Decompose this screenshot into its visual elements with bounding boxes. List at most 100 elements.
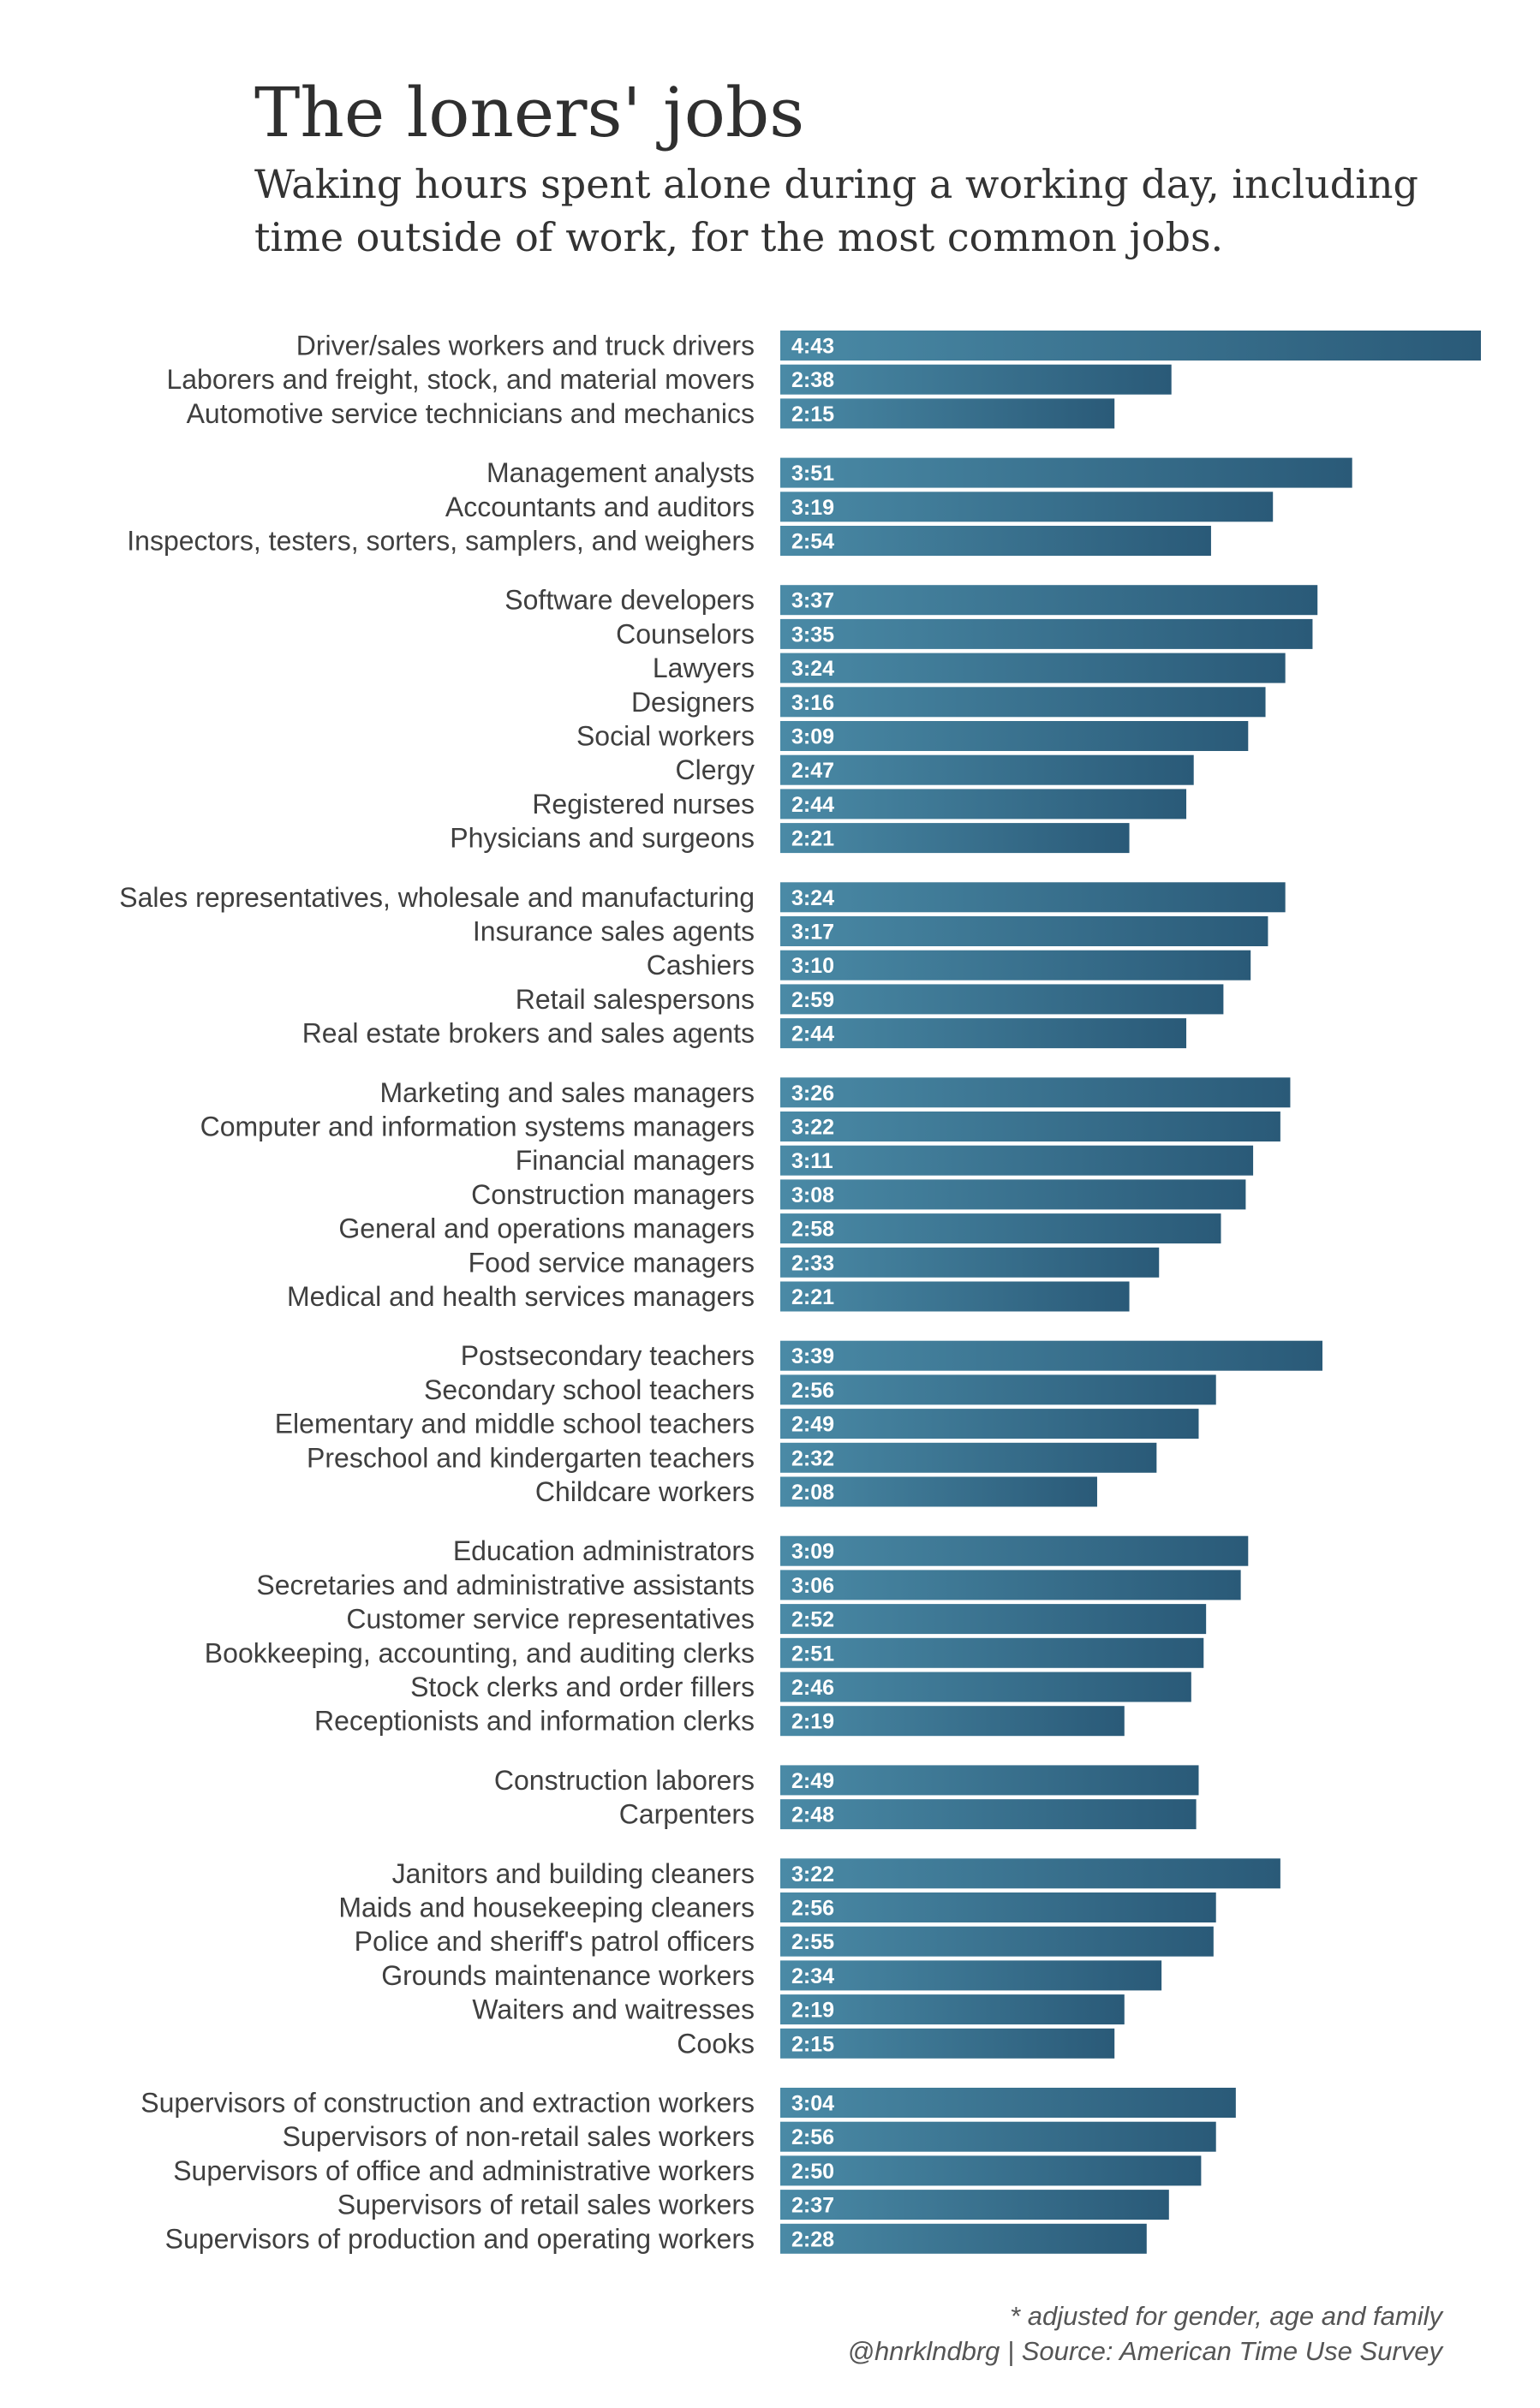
bar — [780, 2088, 1236, 2118]
bar-value-label: 3:37 — [791, 589, 834, 613]
bar-group: Sales representatives, wholesale and man… — [119, 882, 1286, 1049]
category-label: Cooks — [677, 2028, 755, 2059]
bar — [780, 492, 1274, 522]
bar — [780, 1892, 1216, 1922]
bar — [780, 457, 1352, 488]
bar — [780, 1281, 1130, 1312]
bar-value-label: 2:19 — [791, 1710, 834, 1734]
category-label: Insurance sales agents — [473, 916, 755, 947]
category-label: Supervisors of retail sales workers — [337, 2190, 755, 2220]
category-label: Grounds maintenance workers — [381, 1960, 755, 1991]
category-label: Elementary and middle school teachers — [275, 1409, 755, 1439]
category-label: Supervisors of production and operating … — [165, 2223, 755, 2254]
bar-value-label: 2:15 — [791, 2032, 834, 2056]
category-label: Marketing and sales managers — [379, 1077, 755, 1108]
chart-footer: * adjusted for gender, age and family @h… — [847, 2298, 1442, 2369]
bar-value-label: 2:49 — [791, 1413, 834, 1437]
category-label: Driver/sales workers and truck drivers — [296, 331, 755, 361]
bar — [780, 789, 1187, 820]
bar-value-label: 2:44 — [791, 793, 834, 817]
category-label: Software developers — [504, 585, 755, 616]
category-label: Postsecondary teachers — [461, 1340, 755, 1371]
bar-group: Supervisors of construction and extracti… — [140, 2088, 1236, 2254]
bar — [780, 1604, 1207, 1635]
bar-group: Postsecondary teachers 3:39 Secondary scho… — [275, 1340, 1323, 1507]
bar — [780, 1145, 1254, 1176]
bar — [780, 2190, 1169, 2220]
category-label: Automotive service technicians and mecha… — [187, 398, 755, 429]
bar — [780, 721, 1249, 751]
bar-group: Education administrators 3:09 Secretaries … — [205, 1535, 1249, 1737]
bar — [780, 882, 1286, 913]
category-label: Counselors — [616, 618, 755, 649]
bar — [780, 984, 1224, 1015]
bar-value-label: 2:49 — [791, 1769, 834, 1793]
bar-value-label: 4:43 — [791, 335, 834, 359]
bar — [780, 823, 1130, 854]
chart-subtitle: Waking hours spent alone during a workin… — [254, 161, 1418, 260]
bar — [780, 1442, 1157, 1473]
category-label: Physicians and surgeons — [450, 823, 755, 854]
bar-value-label: 2:28 — [791, 2227, 834, 2251]
bar — [780, 1247, 1160, 1278]
bar — [780, 2028, 1115, 2059]
category-label: Secretaries and administrative assistant… — [256, 1570, 755, 1600]
bar — [780, 1018, 1187, 1049]
bar-value-label: 3:10 — [791, 954, 834, 978]
bar-value-label: 3:22 — [791, 1863, 834, 1886]
bar — [780, 1706, 1125, 1737]
category-label: Lawyers — [653, 653, 755, 683]
category-label: Financial managers — [516, 1145, 755, 1176]
bar — [780, 1570, 1241, 1600]
category-label: Management analysts — [486, 457, 755, 488]
category-label: Supervisors of office and administrative… — [173, 2155, 755, 2186]
bar-value-label: 3:22 — [791, 1116, 834, 1140]
bar-value-label: 2:33 — [791, 1251, 834, 1275]
bar — [780, 398, 1115, 429]
bar-value-label: 2:56 — [791, 1379, 834, 1403]
category-label: Real estate brokers and sales agents — [302, 1018, 755, 1049]
bar-value-label: 2:54 — [791, 530, 834, 554]
footnote: * adjusted for gender, age and family — [1010, 2301, 1442, 2331]
bar — [780, 1374, 1216, 1405]
bar — [780, 1637, 1204, 1668]
bar-group: Marketing and sales managers 3:26 Computer… — [200, 1077, 1291, 1312]
category-label: Secondary school teachers — [424, 1374, 755, 1405]
category-label: General and operations managers — [338, 1213, 755, 1244]
bar — [780, 618, 1313, 649]
bar-value-label: 3:26 — [791, 1082, 834, 1106]
bar-value-label: 2:19 — [791, 1999, 834, 2023]
category-label: Janitors and building cleaners — [392, 1858, 755, 1889]
category-label: Laborers and freight, stock, and materia… — [166, 364, 755, 395]
bar-value-label: 2:34 — [791, 1964, 834, 1988]
category-label: Inspectors, testers, sorters, samplers, … — [127, 526, 755, 557]
bar — [780, 1112, 1280, 1141]
bar-value-label: 2:48 — [791, 1803, 834, 1827]
bar-value-label: 3:11 — [791, 1149, 833, 1173]
category-label: Police and sheriff's patrol officers — [355, 1926, 755, 1957]
bar-value-label: 3:06 — [791, 1574, 834, 1598]
bar-value-label: 3:35 — [791, 623, 834, 647]
bar — [780, 1994, 1125, 2025]
bar-value-label: 2:38 — [791, 368, 834, 392]
bar-value-label: 2:58 — [791, 1218, 834, 1242]
category-label: Social workers — [576, 721, 755, 752]
bar-group: Construction laborers 2:49 Carpenters 2:48 — [494, 1765, 1199, 1830]
category-label: Food service managers — [469, 1247, 755, 1278]
bar — [780, 916, 1268, 946]
bar-value-label: 2:50 — [791, 2160, 834, 2184]
category-label: Sales representatives, wholesale and man… — [119, 882, 755, 913]
category-label: Receptionists and information clerks — [314, 1706, 755, 1737]
category-label: Cashiers — [647, 950, 755, 980]
bar-group: Software developers 3:37 Counselors 3:35 Law… — [450, 585, 1318, 854]
bar-group: Management analysts 3:51 Accountants and a… — [127, 457, 1352, 557]
bar — [780, 331, 1481, 361]
bar — [780, 2121, 1216, 2152]
bar-value-label: 2:56 — [791, 1897, 834, 1921]
bar-value-label: 2:55 — [791, 1930, 834, 1954]
bar-value-label: 2:59 — [791, 988, 834, 1012]
bar — [780, 1213, 1221, 1244]
bar — [780, 1409, 1199, 1439]
bar-value-label: 2:08 — [791, 1481, 834, 1505]
bar — [780, 585, 1318, 616]
